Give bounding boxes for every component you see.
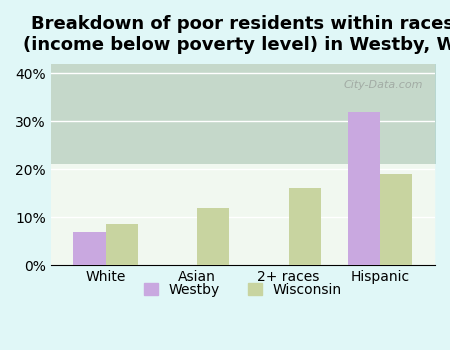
Bar — [380, 174, 412, 265]
Bar — [105, 224, 138, 265]
Bar — [348, 112, 380, 265]
Bar — [288, 188, 320, 265]
Legend: Westby, Wisconsin: Westby, Wisconsin — [138, 278, 347, 302]
Bar — [197, 208, 229, 265]
Title: Breakdown of poor residents within races
(income below poverty level) in Westby,: Breakdown of poor residents within races… — [23, 15, 450, 54]
Bar — [73, 232, 105, 265]
Text: City-Data.com: City-Data.com — [344, 80, 423, 90]
